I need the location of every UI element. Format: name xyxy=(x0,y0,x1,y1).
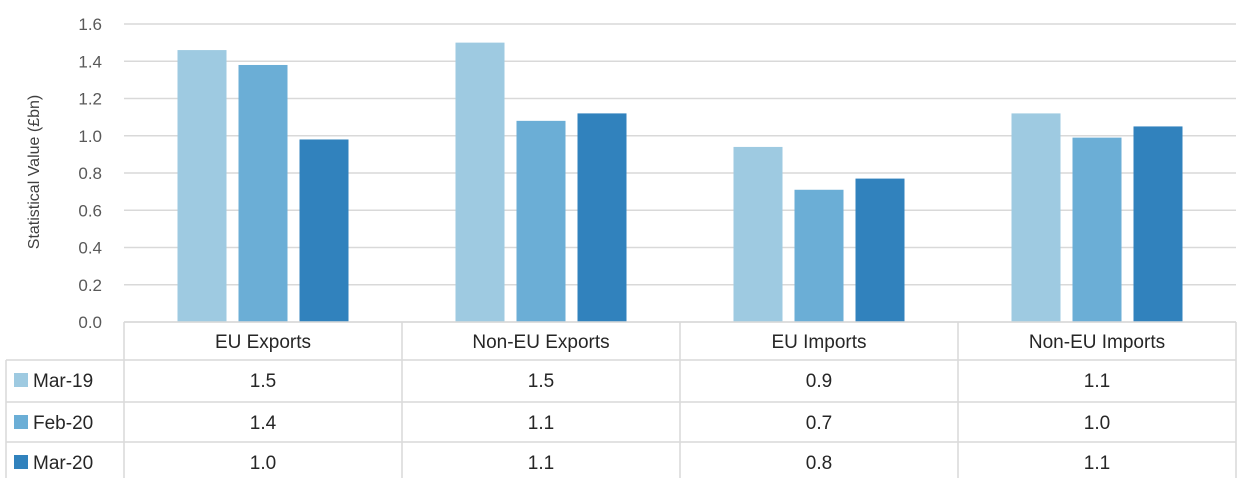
y-tick-label: 0.6 xyxy=(78,201,102,220)
data-label: 1.5 xyxy=(250,371,276,392)
category-label: Non-EU Exports xyxy=(472,332,609,353)
data-table: EU Exports Non-EU Exports EU Imports Non-EU… xyxy=(5,321,1237,478)
legend-label: Feb-20 xyxy=(33,413,93,434)
bar-feb-20 xyxy=(516,120,566,322)
bar-mar-20 xyxy=(577,113,627,323)
y-tick-label: 1.6 xyxy=(78,15,102,34)
bar-feb-20 xyxy=(794,189,844,322)
data-label: 0.7 xyxy=(806,413,832,434)
bar-mar-19 xyxy=(733,146,783,322)
legend-key-feb-20 xyxy=(14,415,28,429)
legend-key-mar-19 xyxy=(14,373,28,387)
category-label: EU Exports xyxy=(215,332,311,353)
y-tick-label: 1.2 xyxy=(78,90,102,109)
bar-mar-19 xyxy=(1011,113,1061,323)
data-label: 0.9 xyxy=(806,371,832,392)
y-axis-label: Statistical Value (£bn) xyxy=(26,95,43,249)
bar-mar-19 xyxy=(177,50,227,322)
bar-mar-20 xyxy=(1133,126,1183,322)
bar-feb-20 xyxy=(238,64,288,322)
category-label: Non-EU Imports xyxy=(1029,332,1165,353)
data-label: 0.8 xyxy=(806,453,832,474)
y-tick-labels: 0.0 0.2 0.4 0.6 0.8 1.0 1.2 1.4 1.6 xyxy=(78,15,102,332)
data-label: 1.4 xyxy=(250,413,277,434)
y-tick-label: 1.4 xyxy=(78,52,102,71)
y-tick-label: 1.0 xyxy=(78,127,102,146)
legend-label: Mar-20 xyxy=(33,453,93,474)
bar-feb-20 xyxy=(1072,137,1122,322)
y-tick-label: 0.0 xyxy=(78,313,102,332)
data-label: 1.0 xyxy=(1084,413,1110,434)
data-label: 1.1 xyxy=(528,413,554,434)
y-tick-label: 0.4 xyxy=(78,239,102,258)
legend-label: Mar-19 xyxy=(33,371,93,392)
y-tick-label: 0.8 xyxy=(78,164,102,183)
gridlines xyxy=(124,23,1236,323)
data-label: 1.1 xyxy=(1084,371,1110,392)
data-label: 1.5 xyxy=(528,371,554,392)
bar-mar-20 xyxy=(299,139,349,322)
bar-mar-19 xyxy=(455,42,505,322)
legend-key-mar-20 xyxy=(14,455,28,469)
bar-mar-20 xyxy=(855,178,905,322)
y-tick-label: 0.2 xyxy=(78,276,102,295)
data-label: 1.1 xyxy=(1084,453,1110,474)
category-label: EU Imports xyxy=(771,332,866,353)
data-label: 1.1 xyxy=(528,453,554,474)
data-label: 1.0 xyxy=(250,453,276,474)
bars xyxy=(177,42,1183,323)
